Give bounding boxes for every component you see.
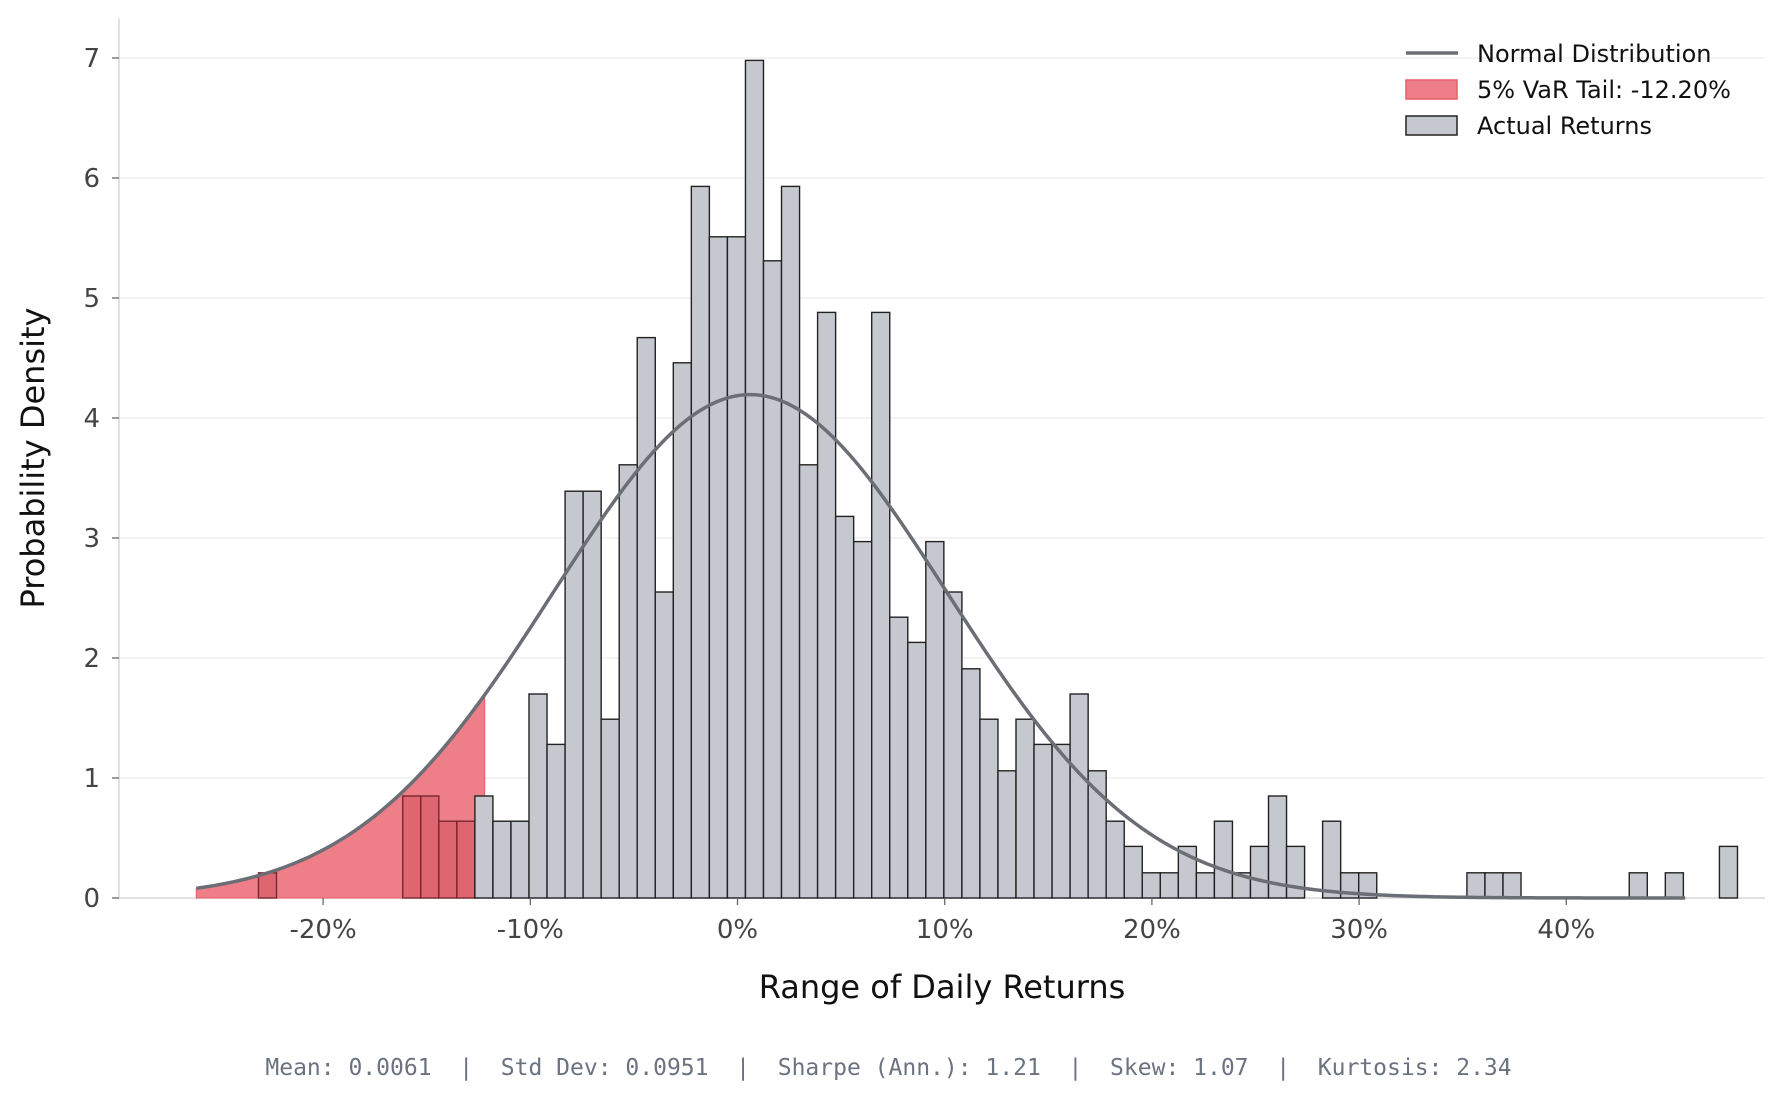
y-tick-label: 3 — [83, 524, 100, 554]
histogram-bar — [834, 515, 855, 899]
histogram-bar — [762, 260, 783, 899]
histogram-bar — [744, 59, 765, 899]
y-tick-label: 2 — [83, 644, 100, 674]
histogram-bar — [1033, 743, 1053, 899]
histogram-bar — [852, 540, 873, 899]
histogram-bar — [997, 770, 1017, 899]
histogram-bar — [1628, 872, 1648, 899]
histogram-bar — [961, 668, 981, 899]
histogram-bar — [1285, 845, 1306, 899]
axis-ticks: -20% -10% 0% 10% 20% 30% 40% 0 1 2 3 4 5 6 7 — [83, 44, 1595, 945]
x-tick-label: 10% — [916, 915, 974, 945]
histogram-bar — [1466, 872, 1486, 899]
x-axis-title: Range of Daily Returns — [759, 968, 1126, 1006]
y-tick-label: 7 — [83, 44, 100, 74]
histogram-bars — [257, 59, 1739, 899]
histogram-bar — [438, 820, 458, 899]
histogram-bar — [474, 795, 494, 899]
histogram-bar — [402, 795, 422, 899]
legend-swatch-var-tail — [1405, 79, 1458, 100]
y-tick-label: 1 — [83, 764, 100, 794]
histogram-bar — [1159, 872, 1180, 899]
x-tick-label: 40% — [1537, 915, 1595, 945]
histogram-bar — [528, 693, 548, 899]
normal-distribution-curve — [196, 392, 1686, 900]
x-tick-label: -20% — [290, 915, 357, 945]
histogram-bar — [1069, 693, 1089, 899]
y-axis-title: Probability Density — [14, 308, 52, 609]
y-tick-label: 6 — [83, 164, 100, 194]
histogram-bar — [780, 185, 801, 899]
legend-swatch-actual-returns — [1405, 115, 1458, 136]
histogram-bar — [1015, 718, 1035, 899]
histogram-bar — [1502, 872, 1522, 899]
x-tick-label: 0% — [717, 915, 758, 945]
histogram-bar — [925, 540, 945, 899]
histogram-bar — [1321, 820, 1342, 899]
histogram-bar — [979, 718, 999, 899]
legend: Normal Distribution 5% VaR Tail: -12.20%… — [1405, 40, 1731, 140]
histogram-bar — [618, 464, 638, 899]
histogram-bar — [510, 820, 530, 899]
histogram-bar — [889, 616, 909, 899]
legend-label-normal: Normal Distribution — [1477, 40, 1711, 68]
histogram-bar — [492, 820, 512, 899]
histogram-bar — [1718, 845, 1739, 899]
x-tick-label: 30% — [1330, 915, 1388, 945]
y-tick-label: 0 — [83, 884, 100, 914]
histogram-bar — [456, 820, 476, 899]
histogram-bar — [582, 490, 602, 899]
histogram-bar — [1141, 872, 1161, 899]
histogram-bar — [654, 591, 675, 899]
histogram-bar — [1123, 845, 1143, 899]
histogram-bar — [1484, 872, 1504, 899]
histogram-bar — [1051, 743, 1071, 899]
histogram-bar — [726, 236, 747, 899]
y-tick-label: 4 — [83, 404, 100, 434]
histogram-bar — [600, 718, 620, 899]
histogram-bar — [708, 236, 729, 899]
histogram-bar — [672, 362, 693, 899]
histogram-bar — [636, 336, 656, 899]
histogram-bar — [1249, 845, 1270, 899]
histogram-bar — [943, 591, 963, 899]
y-tick-label: 5 — [83, 284, 100, 314]
histogram-bar — [871, 311, 891, 899]
histogram-bar — [798, 464, 819, 899]
histogram-bar — [1664, 872, 1685, 899]
x-tick-label: -10% — [497, 915, 564, 945]
summary-statistics: Mean: 0.0061 | Std Dev: 0.0951 | Sharpe … — [265, 1055, 1512, 1081]
histogram-bar — [816, 311, 837, 899]
histogram-bar — [690, 185, 711, 899]
histogram-bar — [420, 795, 440, 899]
x-tick-label: 20% — [1123, 915, 1181, 945]
histogram-bar — [907, 641, 927, 899]
histogram-bar — [1105, 820, 1125, 899]
grid-lines — [119, 57, 1765, 779]
histogram-bar — [1357, 872, 1378, 899]
histogram-bar — [1195, 872, 1216, 899]
histogram-bar — [1213, 820, 1234, 899]
legend-label-var-tail: 5% VaR Tail: -12.20% — [1477, 76, 1731, 104]
legend-label-actual-returns: Actual Returns — [1477, 112, 1652, 140]
histogram-bar — [546, 743, 566, 899]
